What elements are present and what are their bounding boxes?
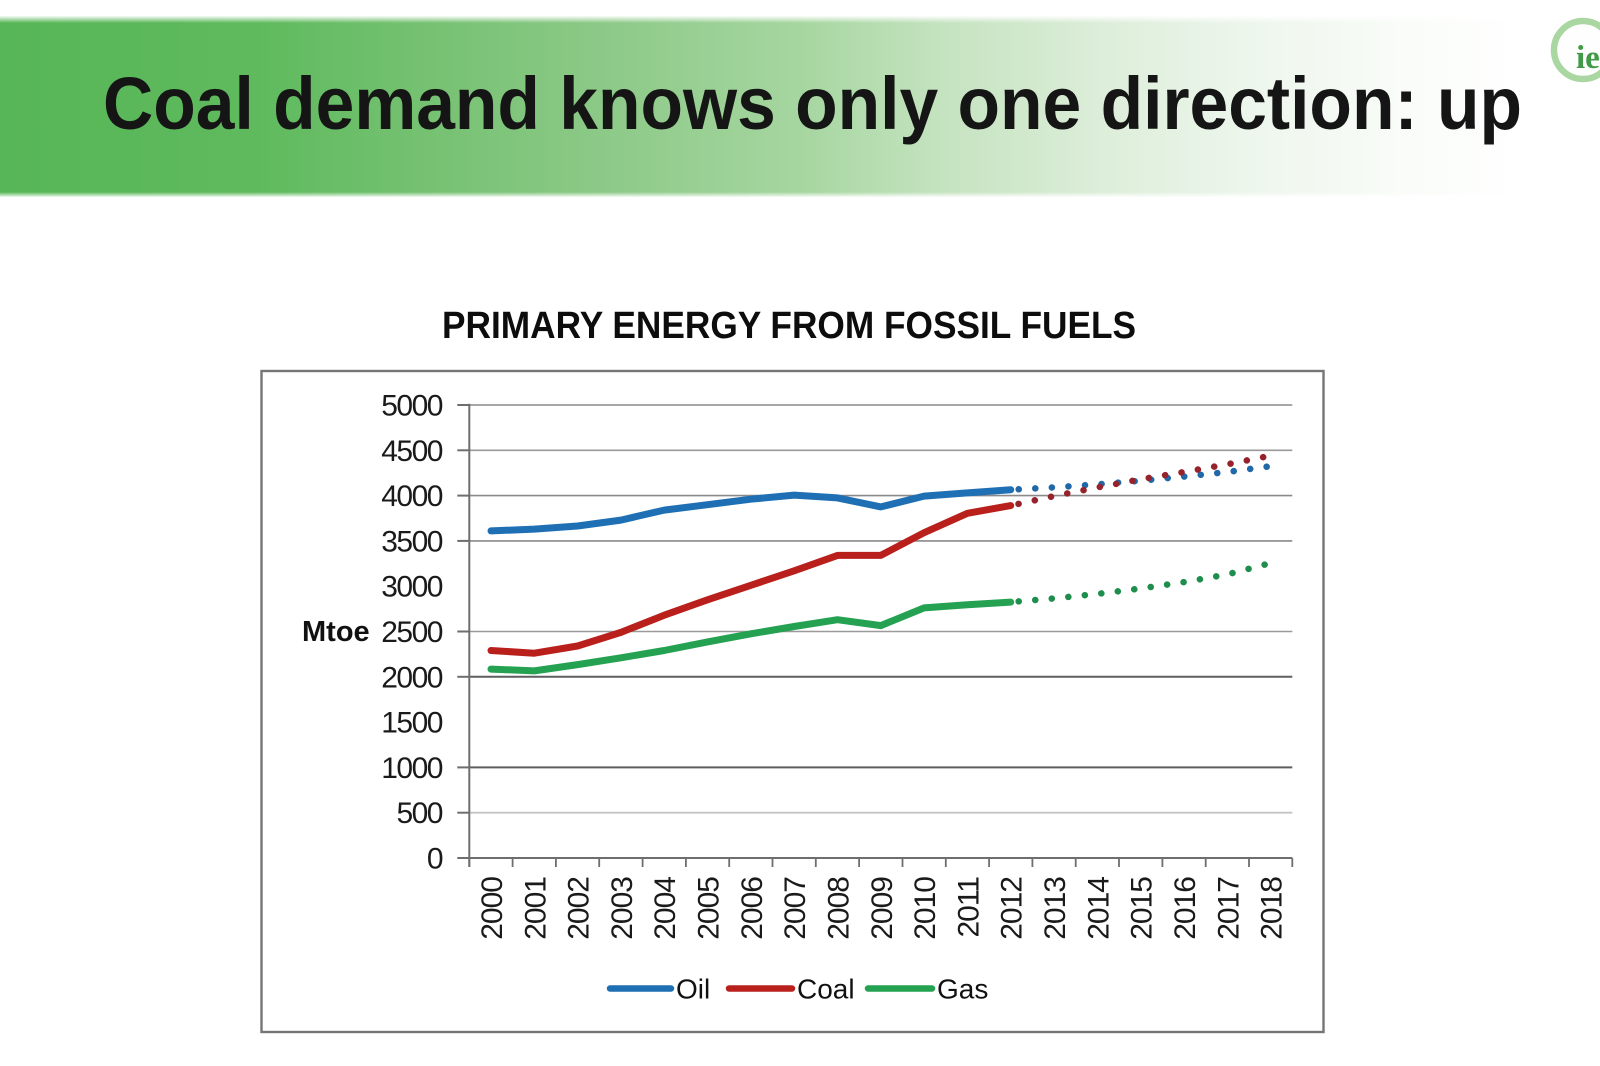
svg-text:Coal: Coal (797, 974, 855, 1005)
svg-text:2018: 2018 (1256, 877, 1289, 940)
svg-text:1500: 1500 (381, 707, 443, 740)
svg-text:iea: iea (1576, 40, 1600, 76)
svg-text:4000: 4000 (381, 480, 443, 513)
svg-text:2004: 2004 (649, 877, 682, 940)
svg-text:0: 0 (427, 843, 443, 876)
svg-text:2012: 2012 (996, 877, 1029, 940)
svg-text:Gas: Gas (937, 974, 988, 1005)
svg-text:2011: 2011 (952, 877, 985, 938)
svg-text:2009: 2009 (866, 877, 899, 940)
svg-text:2010: 2010 (909, 877, 942, 940)
svg-text:2001: 2001 (519, 877, 552, 940)
svg-text:2006: 2006 (736, 877, 769, 940)
svg-text:2002: 2002 (563, 877, 596, 940)
svg-text:PRIMARY ENERGY FROM FOSSIL FUE: PRIMARY ENERGY FROM FOSSIL FUELS (442, 305, 1136, 347)
svg-text:3000: 3000 (381, 571, 443, 604)
svg-text:Oil: Oil (676, 974, 710, 1005)
svg-text:2017: 2017 (1212, 877, 1245, 940)
svg-text:2007: 2007 (779, 877, 812, 940)
svg-text:4500: 4500 (381, 435, 443, 468)
svg-text:2008: 2008 (823, 877, 856, 940)
svg-text:2005: 2005 (693, 877, 726, 940)
svg-text:2015: 2015 (1126, 877, 1159, 940)
svg-text:2016: 2016 (1169, 877, 1202, 940)
svg-text:2000: 2000 (381, 661, 443, 694)
svg-text:3500: 3500 (381, 525, 443, 558)
svg-text:Mtoe: Mtoe (302, 616, 370, 648)
svg-text:2003: 2003 (606, 877, 639, 940)
svg-text:2013: 2013 (1039, 877, 1072, 940)
svg-text:5000: 5000 (381, 390, 443, 423)
svg-text:500: 500 (396, 797, 442, 830)
svg-text:2000: 2000 (476, 877, 509, 940)
svg-text:2014: 2014 (1082, 877, 1115, 940)
svg-text:1000: 1000 (381, 752, 443, 785)
svg-text:2500: 2500 (381, 616, 443, 649)
